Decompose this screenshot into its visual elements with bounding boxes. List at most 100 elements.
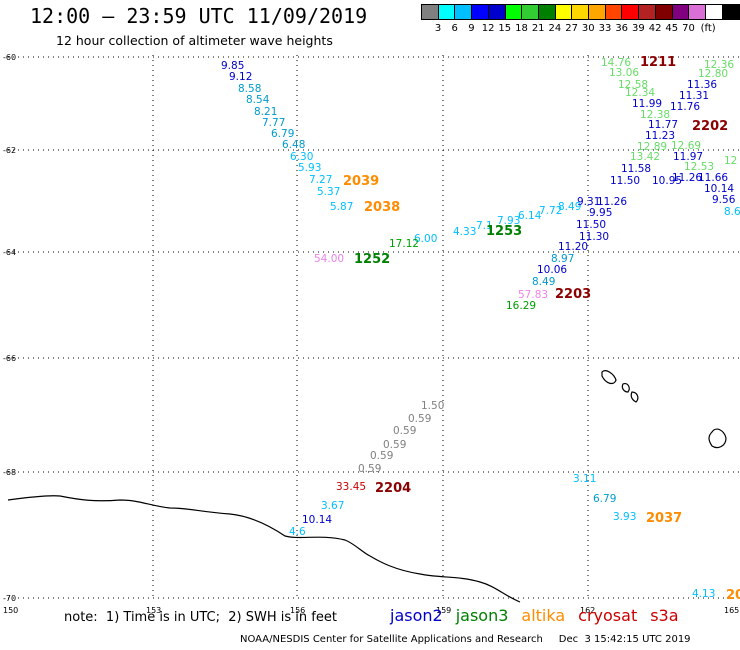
latitude-tick-label: -62 [3,146,16,155]
wave-height-label: 11.36 [687,79,717,91]
wave-height-label: 12.58 [618,79,648,91]
island-outline [601,370,617,385]
scale-label: 36 [615,23,629,34]
wave-height-label: 9.85 [221,60,244,72]
wave-height-label: 6.48 [282,139,305,151]
scale-swatch [471,4,490,20]
legend-item-jason3: jason3 [455,606,509,625]
wave-height-label: 6.79 [271,128,294,140]
wave-height-label: 12.38 [640,109,670,121]
wave-height-label: 13.06 [609,67,639,79]
scale-label: 39 [632,23,645,34]
scale-swatch [588,4,606,20]
scale-swatch [454,4,473,20]
wave-height-label: 12 [724,155,737,167]
wave-height-label: 8.97 [551,253,574,265]
longitude-axis: 150 153 156 159 162 165 [3,606,739,615]
wave-height-label: 0.59 [408,413,431,425]
island-outline [630,391,639,403]
legend-item-cryosat: cryosat [578,606,638,625]
wave-height-label: 16.29 [506,300,536,312]
wave-height-label: 11.23 [645,130,675,142]
scale-label: 3 [434,23,442,34]
track-id-label: 1252 [354,252,390,267]
legend-item-jason2: jason2 [390,606,443,625]
wave-height-label: 7.93 [497,215,520,227]
page-subtitle: 12 hour collection of altimeter wave hei… [56,33,333,48]
scale-label: 12 [481,23,495,34]
wave-height-label: 8.6 [724,206,740,218]
wave-height-label: 5.93 [298,162,321,174]
wave-height-label: 17.12 [389,238,419,250]
scale-swatch [638,4,657,20]
wave-height-label: 8.49 [558,201,581,213]
wave-height-label: 11.50 [576,219,606,231]
longitude-tick-label: 150 [3,606,18,615]
wave-height-label: 11.26 [672,172,702,184]
latitude-tick-label: -60 [3,53,16,62]
wave-height-label: 11.20 [558,241,588,253]
track-id-label: 2037 [646,511,682,526]
scale-swatch [571,4,590,20]
scale-swatch [504,4,523,20]
scale-swatch [654,4,673,20]
track-id-label: 2202 [692,119,728,134]
scale-label: 6 [451,23,458,34]
wave-height-label: 9.12 [229,71,252,83]
island-outline [708,428,727,449]
wave-height-label: 3.11 [573,473,596,485]
wave-height-label: 12.36 [704,59,734,71]
measurement-layer: 9.859.128.588.548.217.776.796.486.305.93… [221,57,740,600]
map-grid [8,55,740,600]
scale-swatch [688,4,707,20]
legend-item-s3a: s3a [650,606,679,625]
wave-height-label: 9.31 [577,196,600,208]
scale-label: 33 [598,23,612,34]
longitude-tick-label: 165 [724,606,739,615]
wave-height-label: 8.54 [246,94,270,106]
wave-height-label: 7.72 [539,205,562,217]
latitude-tick-label: -66 [3,354,16,363]
wave-height-label: 8.21 [254,106,277,118]
wave-height-label: 33.45 [336,481,366,493]
satellite-legend: jason2 jason3 altika cryosat s3a [390,606,692,625]
wave-height-label: 6.14 [518,210,542,222]
wave-height-label: 11.58 [621,163,651,175]
wave-height-label: 11.66 [698,172,728,184]
wave-height-label: 6.79 [593,493,616,505]
latitude-tick-label: -64 [3,248,16,257]
wave-height-label: 0.59 [383,439,406,451]
wave-height-label: 11.26 [597,196,627,208]
wave-height-label: 11.99 [632,98,662,110]
longitude-tick-label: 156 [290,606,305,615]
wave-height-label: 11.77 [648,119,678,131]
track-id-label: 1253 [486,224,522,239]
scale-label: 45 [665,23,679,34]
scale-label: 9 [468,23,475,34]
wave-height-label: 10.06 [537,264,567,276]
scale-label: 18 [515,23,528,34]
wave-height-label: 8.49 [532,276,555,288]
wave-height-label: 12.69 [671,140,701,152]
island-outline [621,383,630,393]
coastline-path [7,495,521,603]
wave-height-label: 12.34 [625,87,655,99]
latitude-tick-label: -70 [3,594,16,603]
scale-swatch [437,4,456,20]
footer-credit: NOAA/NESDIS Center for Satellite Applica… [240,634,691,645]
scale-swatch [621,4,640,20]
longitude-tick-label: 162 [580,606,595,615]
page-title: 12:00 – 23:59 UTC 11/09/2019 [30,4,368,28]
wave-height-label: 4.6 [289,526,306,538]
wave-height-label: 7.27 [309,174,332,186]
wave-height-label: 11.31 [679,90,709,102]
track-id-label: 2204 [375,481,411,496]
wave-height-label: 6.00 [414,233,437,245]
footer-note: note: 1) Time is in UTC; 2) SWH is in fe… [64,610,337,625]
wave-height-label: 10.14 [704,183,734,195]
scale-label: 21 [531,23,545,34]
wave-height-label: 14.76 [601,57,631,69]
scale-swatch [521,4,540,20]
scale-label: 42 [648,23,662,34]
